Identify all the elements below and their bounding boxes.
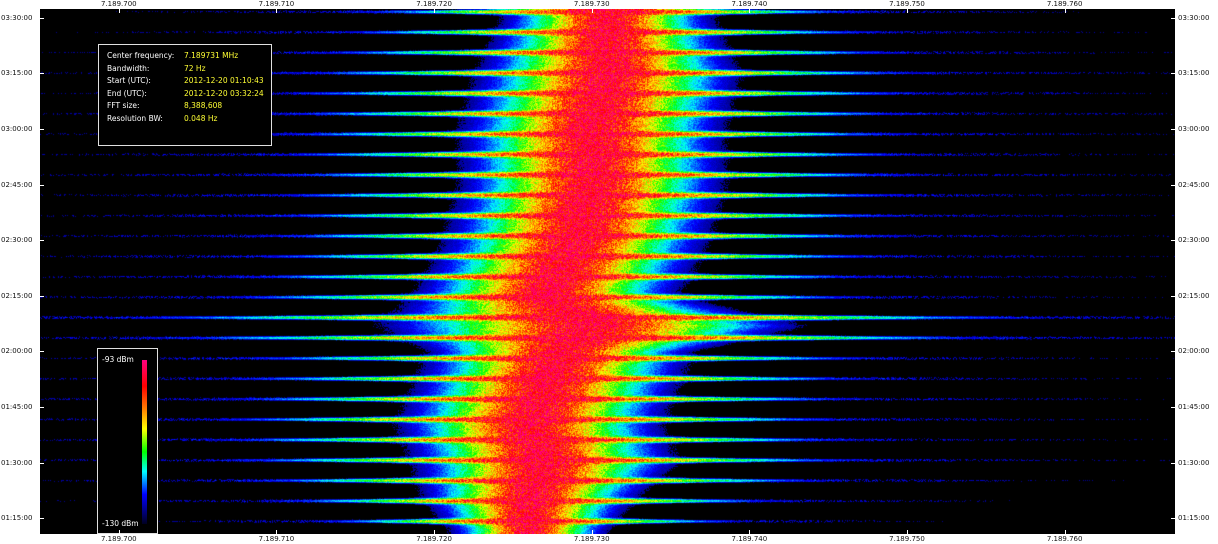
y-tick-mark [1171, 17, 1175, 19]
y-tick-mark [40, 295, 44, 297]
y-tick-mark [40, 240, 44, 242]
x-tick-label-bottom: 7.189.760 [1046, 535, 1083, 543]
info-value: 2012-12-20 01:10:43 [184, 76, 264, 85]
y-tick-label-left: 03:00:00 [1, 125, 33, 134]
info-label: End (UTC): [107, 88, 147, 98]
y-tick-mark [40, 462, 44, 464]
y-tick-label-left: 02:45:00 [1, 180, 33, 189]
y-tick-mark [40, 129, 44, 131]
y-tick-label-right: 01:15:00 [1178, 514, 1210, 523]
y-tick-label-right: 01:30:00 [1178, 458, 1210, 467]
y-tick-mark [40, 17, 44, 19]
x-tick-label-top: 7.189.700 [100, 0, 137, 8]
y-tick-label-right: 03:30:00 [1178, 13, 1210, 22]
x-tick-mark [276, 530, 278, 534]
x-tick-mark [434, 530, 436, 534]
y-tick-mark [1171, 73, 1175, 75]
x-tick-label-bottom: 7.189.710 [258, 535, 295, 543]
y-tick-label-right: 01:45:00 [1178, 402, 1210, 411]
y-tick-label-left: 03:15:00 [1, 69, 33, 78]
info-row-resolution-bw: Resolution BW: 0.048 Hz [107, 113, 271, 126]
x-tick-mark [591, 9, 593, 13]
colorbar-gradient [142, 360, 147, 524]
y-tick-mark [40, 406, 44, 408]
y-tick-mark [1171, 184, 1175, 186]
info-row-start: Start (UTC): 2012-12-20 01:10:43 [107, 75, 271, 88]
x-tick-label-bottom: 7.189.730 [573, 535, 610, 543]
y-tick-mark [1171, 240, 1175, 242]
x-tick-label-top: 7.189.710 [258, 0, 295, 8]
info-row-fft-size: FFT size: 8,388,608 [107, 100, 271, 113]
x-tick-mark [434, 9, 436, 13]
y-tick-mark [1171, 295, 1175, 297]
x-tick-mark [1064, 530, 1066, 534]
y-tick-mark [1171, 129, 1175, 131]
colorbar-max-label: -93 dBm [102, 355, 134, 364]
info-label: Center frequency: [107, 51, 175, 60]
x-tick-mark [276, 9, 278, 13]
info-label: FFT size: [107, 101, 140, 110]
x-tick-label-top: 7.189.750 [889, 0, 925, 8]
colorbar-legend: -93 dBm -130 dBm [97, 348, 158, 534]
x-tick-label-top: 7.189.740 [731, 0, 768, 8]
info-label: Resolution BW: [107, 113, 163, 123]
x-tick-mark [907, 9, 908, 13]
x-tick-label-top: 7.189.730 [573, 0, 610, 8]
y-tick-label-right: 02:15:00 [1178, 291, 1210, 300]
y-tick-label-right: 02:00:00 [1178, 347, 1210, 356]
info-value: 2012-12-20 03:32:24 [184, 88, 264, 98]
y-tick-mark [40, 73, 44, 75]
info-row-bandwidth: Bandwidth: 72 Hz [107, 63, 271, 76]
info-box: Center frequency: 7.189731 MHz Bandwidth… [98, 44, 272, 146]
x-tick-mark [118, 530, 120, 534]
x-tick-mark [749, 530, 751, 534]
x-tick-label-bottom: 7.189.720 [416, 535, 452, 543]
spectrogram-plot-area: Center frequency: 7.189731 MHz Bandwidth… [40, 9, 1175, 534]
y-tick-label-left: 02:00:00 [1, 347, 33, 356]
y-tick-label-left: 02:15:00 [1, 291, 33, 300]
x-tick-mark [749, 9, 751, 13]
y-tick-mark [1171, 406, 1175, 408]
info-value: 0.048 Hz [184, 113, 218, 123]
y-tick-label-left: 03:30:00 [1, 13, 33, 22]
info-value: 8,388,608 [184, 101, 223, 110]
y-tick-label-right: 03:00:00 [1178, 125, 1210, 134]
y-tick-mark [40, 518, 44, 520]
y-tick-mark [1171, 351, 1175, 353]
colorbar-min-label: -130 dBm [102, 519, 139, 528]
y-tick-label-right: 02:45:00 [1178, 180, 1210, 189]
info-label: Start (UTC): [107, 76, 151, 85]
y-tick-label-right: 03:15:00 [1178, 69, 1210, 78]
y-tick-label-left: 01:30:00 [1, 458, 33, 467]
x-tick-label-bottom: 7.189.740 [731, 535, 768, 543]
y-tick-label-right: 02:30:00 [1178, 236, 1210, 245]
info-row-center-frequency: Center frequency: 7.189731 MHz [107, 50, 271, 63]
x-tick-label-bottom: 7.189.700 [100, 535, 137, 543]
y-tick-label-left: 01:15:00 [1, 514, 33, 523]
info-row-end: End (UTC): 2012-12-20 03:32:24 [107, 88, 271, 101]
y-tick-mark [40, 351, 44, 353]
x-tick-label-top: 7.189.720 [416, 0, 452, 8]
x-tick-mark [907, 530, 908, 534]
x-tick-label-top: 7.189.760 [1046, 0, 1083, 8]
y-tick-mark [1171, 518, 1175, 520]
info-value: 72 Hz [184, 63, 206, 73]
info-label: Bandwidth: [107, 63, 150, 73]
y-tick-label-left: 01:45:00 [1, 402, 33, 411]
info-value: 7.189731 MHz [184, 51, 239, 60]
y-tick-label-left: 02:30:00 [1, 236, 33, 245]
x-tick-mark [118, 9, 120, 13]
y-tick-mark [1171, 462, 1175, 464]
x-tick-mark [591, 530, 593, 534]
x-tick-mark [1064, 9, 1066, 13]
y-tick-mark [40, 184, 44, 186]
x-tick-label-bottom: 7.189.750 [889, 535, 925, 543]
